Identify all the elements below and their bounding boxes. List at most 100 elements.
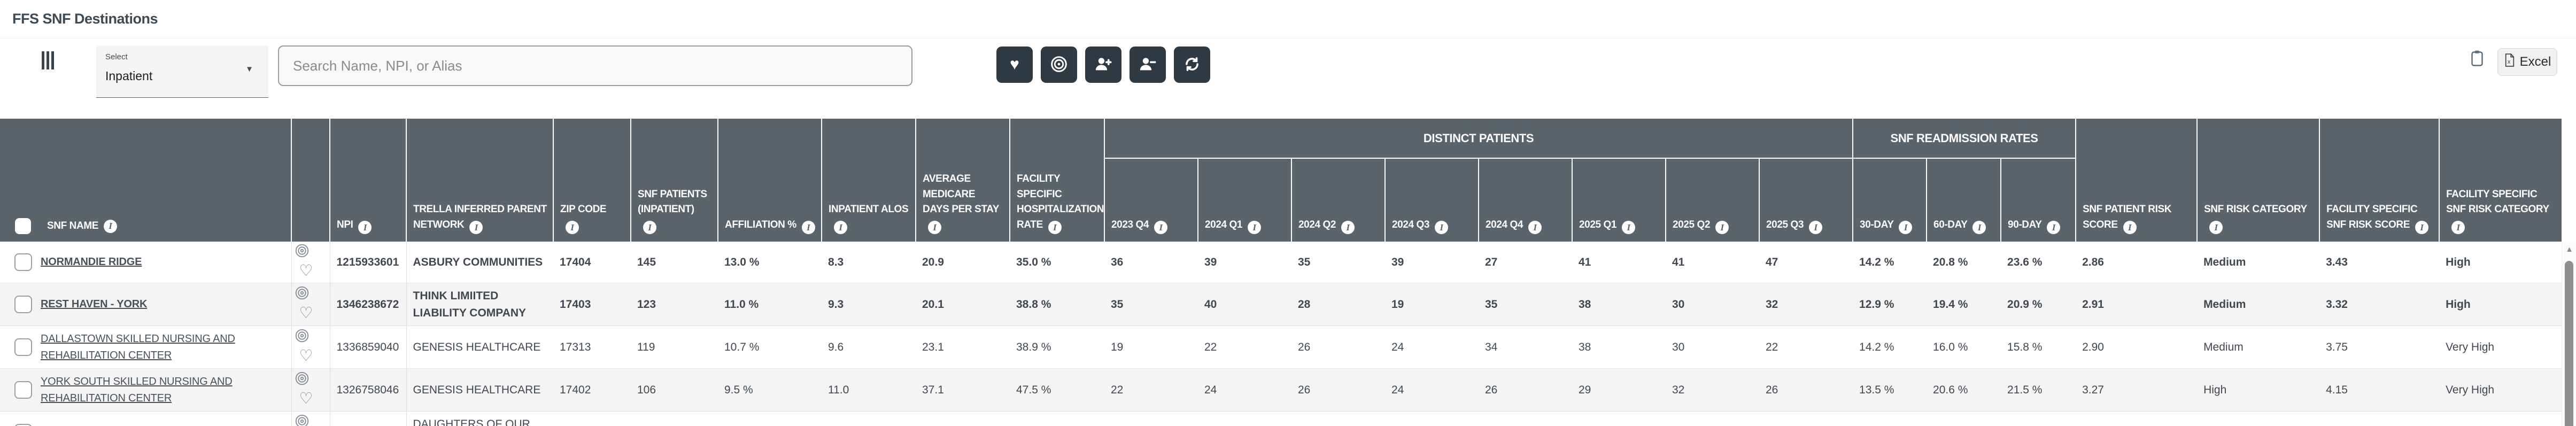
info-icon[interactable]: i <box>1809 221 1823 234</box>
info-icon[interactable]: i <box>1248 221 1262 234</box>
table-cell: 36 <box>1104 242 1198 283</box>
group-header-snf-readmission-rates: SNF READMISSION RATES <box>1852 119 2076 159</box>
table-cell: 1326758046 <box>330 368 407 412</box>
info-icon[interactable]: i <box>928 221 941 234</box>
table-cell: 29 <box>1759 411 1853 426</box>
snf-name-link[interactable]: YORK SOUTH SKILLED NURSING AND REHABILIT… <box>41 375 233 404</box>
table-cell: 20.1 <box>916 283 1010 326</box>
table-cell: GENESIS HEALTHCARE <box>406 368 553 412</box>
table-cell: 24 <box>1666 411 1759 426</box>
table-cell: 35.0 % <box>1010 242 1104 283</box>
refresh-button[interactable] <box>1174 47 1210 83</box>
table-cell: High <box>2439 242 2562 283</box>
target-icon[interactable] <box>295 371 309 385</box>
table-cell: 29 <box>1572 368 1666 412</box>
table-cell: 24 <box>1198 368 1291 412</box>
info-icon[interactable]: i <box>1435 221 1449 234</box>
heart-icon: ♥ <box>1010 56 1019 73</box>
snf-name-cell: MISERICORDIA CONVALESCENT HOME <box>0 411 292 426</box>
table-cell: 32 <box>1666 368 1759 412</box>
info-icon[interactable]: i <box>2451 221 2465 234</box>
target-icon[interactable] <box>295 329 309 343</box>
snf-name-link[interactable]: NORMANDIE RIDGE <box>41 256 142 268</box>
table-cell: 22 <box>1104 368 1198 412</box>
info-icon[interactable]: i <box>834 221 847 234</box>
column-header-affiliation: AFFILIATION % i <box>717 119 822 242</box>
table-cell: 39 <box>1385 242 1479 283</box>
info-icon[interactable]: i <box>1528 221 1542 234</box>
favorite-heart-icon[interactable]: ♡ <box>299 389 313 407</box>
table-cell: GENESIS HEALTHCARE <box>406 326 553 369</box>
table-cell: Medium <box>2197 326 2320 369</box>
info-icon[interactable]: i <box>2209 221 2223 234</box>
info-icon[interactable]: i <box>1154 221 1168 234</box>
snf-name-link[interactable]: DALLASTOWN SKILLED NURSING AND REHABILIT… <box>41 332 235 361</box>
search-input[interactable] <box>278 45 912 86</box>
table-cell: 2.91 <box>2076 283 2198 326</box>
snf-destinations-table: SNF NAME i NPI i TRELLA INFERRED PARENT N… <box>0 119 2562 426</box>
snf-name-link[interactable]: REST HAVEN - YORK <box>41 298 148 310</box>
target-filter-button[interactable] <box>1041 47 1077 83</box>
row-checkbox[interactable] <box>14 253 32 271</box>
add-users-button[interactable] <box>1085 47 1121 83</box>
info-icon[interactable]: i <box>1622 221 1636 234</box>
favorite-heart-icon[interactable]: ♡ <box>299 261 313 280</box>
table-row: YORK SOUTH SKILLED NURSING AND REHABILIT… <box>0 368 2562 412</box>
row-checkbox[interactable] <box>14 381 32 399</box>
table-cell: 1700870920 <box>330 411 407 426</box>
info-icon[interactable]: i <box>2123 221 2137 234</box>
remove-users-button[interactable] <box>1130 47 1166 83</box>
drag-handle-icon[interactable] <box>42 51 54 69</box>
table-cell: THINK LIMIITED LIABILITY COMPANY <box>406 283 553 326</box>
table-cell: 17 <box>1291 411 1385 426</box>
patient-type-select[interactable]: Select Inpatient ▼ <box>96 45 268 98</box>
target-icon[interactable] <box>295 244 309 258</box>
table-cell: 24 <box>1385 368 1479 412</box>
info-icon[interactable]: i <box>469 221 483 234</box>
info-icon[interactable]: i <box>1048 221 1062 234</box>
info-icon[interactable]: i <box>104 219 118 233</box>
table-cell: 14.2 % <box>1853 326 1927 369</box>
table-cell: 47.5 % <box>1010 368 1104 412</box>
info-icon[interactable]: i <box>1899 221 1913 234</box>
row-checkbox[interactable] <box>14 338 32 356</box>
table-cell: 17402 <box>553 368 631 412</box>
export-excel-button[interactable]: x Excel <box>2497 48 2557 76</box>
scrollbar-thumb[interactable] <box>2565 261 2573 426</box>
table-cell: ASBURY COMMUNITIES <box>406 242 553 283</box>
info-icon[interactable]: i <box>2047 221 2061 234</box>
info-icon[interactable]: i <box>1341 221 1355 234</box>
favorite-heart-icon[interactable]: ♡ <box>299 303 313 322</box>
info-icon[interactable]: i <box>566 221 579 234</box>
select-all-checkbox[interactable] <box>15 218 31 234</box>
info-icon[interactable]: i <box>801 221 815 234</box>
column-header-facility-snf-risk-score: FACILITY SPECIFIC SNF RISK SCORE i <box>2319 119 2440 242</box>
table-cell: 13.0 % <box>718 242 822 283</box>
column-header-snf-name: SNF NAME i <box>0 119 291 242</box>
info-icon[interactable]: i <box>2415 221 2428 234</box>
info-icon[interactable]: i <box>643 221 656 234</box>
favorites-filter-button[interactable]: ♥ <box>996 47 1033 83</box>
scroll-up-arrow-icon[interactable]: ▲ <box>2565 245 2573 254</box>
vertical-scrollbar[interactable]: ▲ <box>2562 242 2576 426</box>
group-header-distinct-patients: DISTINCT PATIENTS <box>1103 119 1853 159</box>
target-icon[interactable] <box>295 286 309 300</box>
favorite-heart-icon[interactable]: ♡ <box>299 346 313 365</box>
table-cell: 1346238672 <box>330 283 407 326</box>
table-cell: 8.3 <box>822 242 916 283</box>
target-icon[interactable] <box>295 414 309 426</box>
table-cell: High <box>2439 283 2562 326</box>
table-cell: 21.5 % <box>2001 368 2076 412</box>
info-icon[interactable]: i <box>358 221 372 234</box>
copy-to-clipboard-button[interactable] <box>2471 49 2484 69</box>
info-icon[interactable]: i <box>1972 221 1986 234</box>
row-checkbox[interactable] <box>14 296 32 313</box>
column-header-2024-q2: 2024 Q2 i <box>1291 158 1385 242</box>
table-cell: 26 <box>1759 368 1853 412</box>
table-cell: 19.4 % <box>1927 283 2001 326</box>
table-cell: 17402 <box>553 411 631 426</box>
info-icon[interactable]: i <box>1715 221 1729 234</box>
table-cell: 26 <box>1291 326 1385 369</box>
table-cell: 38.9 % <box>1010 326 1104 369</box>
row-checkbox[interactable] <box>14 424 32 426</box>
